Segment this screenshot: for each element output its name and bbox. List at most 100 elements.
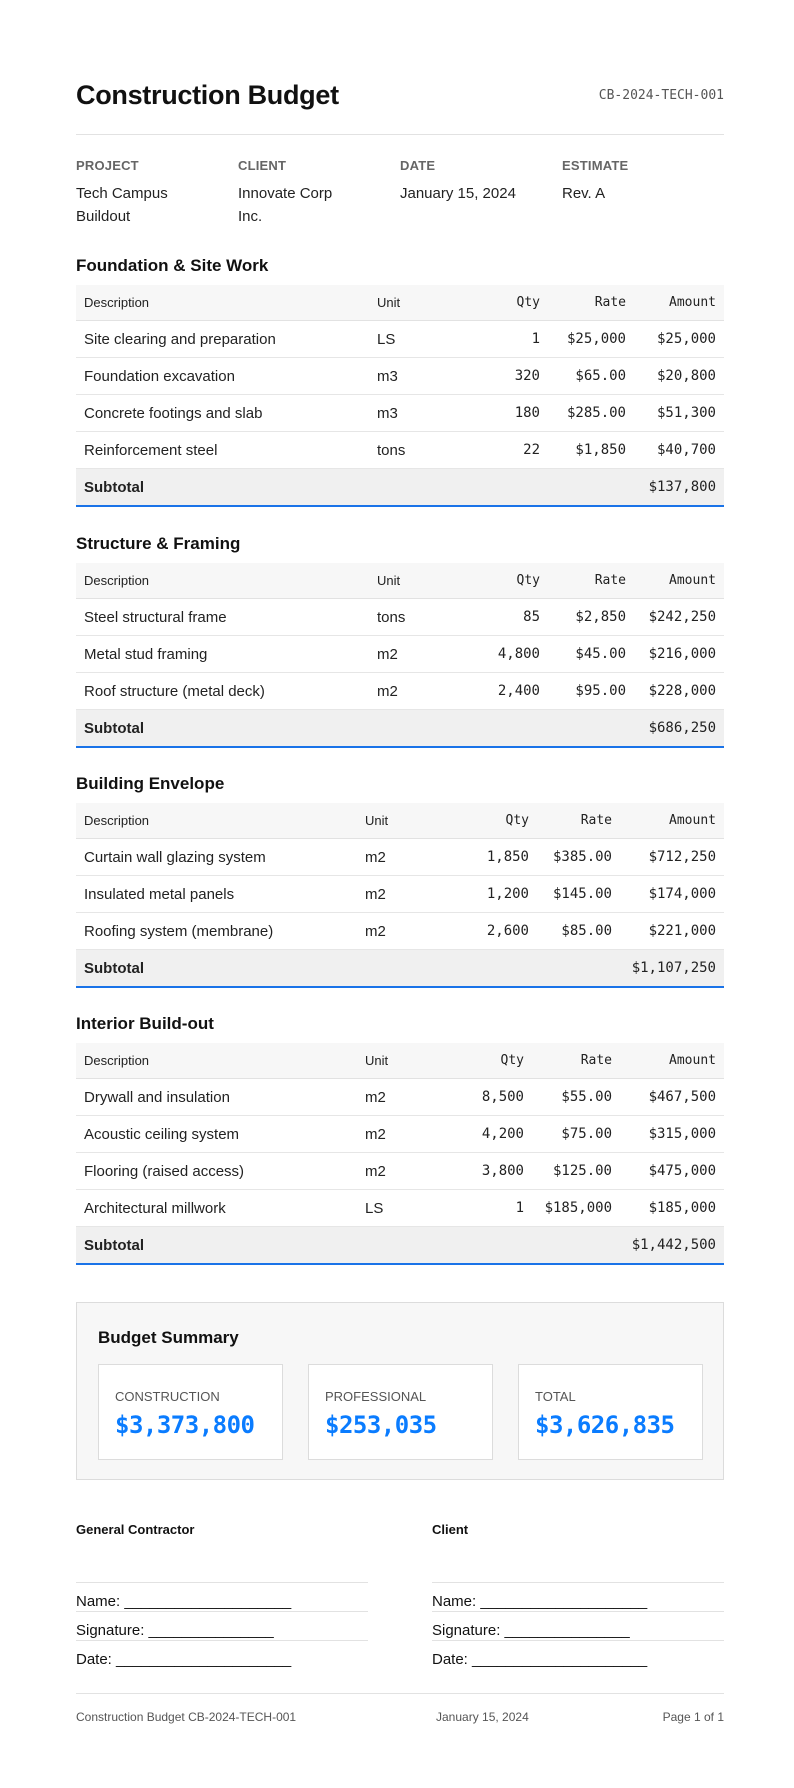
table-cell: Drywall and insulation: [76, 1078, 357, 1116]
column-header: Amount: [620, 803, 724, 839]
table-cell: 320: [460, 357, 548, 395]
table-cell: m2: [357, 912, 440, 950]
table-header: Description Unit Qty Rate Amount: [76, 1043, 724, 1079]
table-cell: 1,850: [440, 838, 537, 876]
table-row: Drywall and insulation m2 8,500 $55.00 $467,…: [76, 1078, 724, 1116]
table-header: Description Unit Qty Rate Amount: [76, 563, 724, 599]
table-row: Acoustic ceiling system m2 4,200 $75.00 $315…: [76, 1115, 724, 1153]
table-cell: m3: [369, 357, 460, 395]
table-cell: $2,850: [548, 598, 634, 636]
card-label: TOTAL: [535, 1389, 576, 1404]
table-cell: $216,000: [634, 635, 724, 673]
table-cell: m2: [357, 875, 440, 913]
signature-title: General Contractor: [76, 1522, 195, 1537]
table-cell: Insulated metal panels: [76, 875, 357, 913]
table-header: Description Unit Qty Rate Amount: [76, 803, 724, 839]
table-cell: $228,000: [634, 672, 724, 710]
table-row: Architectural millwork LS 1 $185,000 $185,00…: [76, 1189, 724, 1227]
table-cell: 1: [440, 1189, 532, 1227]
column-header: Qty: [460, 285, 548, 321]
footer-date: January 15, 2024: [436, 1710, 529, 1724]
budget-section: Structure & Framing Description Unit Qty Rat…: [76, 534, 724, 748]
budget-section: Interior Build-out Description Unit Qty Rate…: [76, 1015, 724, 1265]
table-cell: $185,000: [620, 1189, 724, 1227]
subtotal-value: $137,800: [634, 468, 724, 507]
budget-section: Foundation & Site Work Description Unit Qty…: [76, 256, 724, 507]
table-row: Steel structural frame tons 85 $2,850 $242,2…: [76, 598, 724, 636]
table-cell: Curtain wall glazing system: [76, 838, 357, 876]
table-cell: Roofing system (membrane): [76, 912, 357, 950]
column-header: Rate: [548, 285, 634, 321]
table-cell: 4,200: [440, 1115, 532, 1153]
signature-name-field[interactable]: Name: ____________________: [76, 1582, 368, 1611]
signature-date-field[interactable]: Date: _____________________: [76, 1640, 368, 1669]
meta-value: Rev. A: [562, 185, 606, 202]
signature-date-field[interactable]: Date: _____________________: [432, 1640, 724, 1669]
section-title: Structure & Framing: [76, 534, 241, 553]
signature-client: Client Name: ____________________ Signat…: [432, 1522, 724, 1669]
column-header: Amount: [634, 285, 724, 321]
table-cell: 2,600: [440, 912, 537, 950]
table-cell: $25,000: [634, 320, 724, 358]
table-row: Roof structure (metal deck) m2 2,400 $95.00…: [76, 672, 724, 710]
table-cell: 3,800: [440, 1152, 532, 1190]
table-cell: tons: [369, 598, 460, 636]
card-label: PROFESSIONAL: [325, 1389, 427, 1404]
column-header: Description: [76, 563, 369, 599]
section-title: Building Envelope: [76, 774, 225, 793]
signature-title: Client: [432, 1522, 469, 1537]
table-cell: m2: [357, 1152, 440, 1190]
column-header: Rate: [532, 1043, 620, 1079]
subtotal-label: Subtotal: [76, 949, 620, 988]
budget-section: Building Envelope Description Unit Qty Rate A…: [76, 774, 724, 988]
signature-field[interactable]: Signature: _______________: [432, 1611, 724, 1640]
document-id: CB-2024-TECH-001: [598, 88, 724, 103]
table-cell: Concrete footings and slab: [76, 394, 369, 432]
column-header: Unit: [357, 1043, 440, 1079]
table-cell: $51,300: [634, 394, 724, 432]
summary-card-total: TOTAL $3,626,835: [518, 1364, 703, 1460]
subtotal-value: $1,107,250: [620, 949, 724, 988]
table-cell: $95.00: [548, 672, 634, 710]
table-cell: 180: [460, 394, 548, 432]
signature-field[interactable]: Signature: _______________: [76, 1611, 368, 1640]
table-cell: $145.00: [537, 875, 620, 913]
table-cell: 8,500: [440, 1078, 532, 1116]
card-label: CONSTRUCTION: [115, 1389, 220, 1404]
table-cell: $174,000: [620, 875, 724, 913]
table-header: Description Unit Qty Rate Amount: [76, 285, 724, 321]
summary-title: Budget Summary: [98, 1328, 239, 1347]
meta-value: Innovate Corp Inc.: [238, 185, 333, 225]
table-cell: Flooring (raised access): [76, 1152, 357, 1190]
table-row: Foundation excavation m3 320 $65.00 $20,800: [76, 357, 724, 395]
table-cell: Metal stud framing: [76, 635, 369, 673]
table-cell: $25,000: [548, 320, 634, 358]
column-header: Unit: [369, 563, 460, 599]
table-cell: $242,250: [634, 598, 724, 636]
table-cell: m3: [369, 394, 460, 432]
section-title: Foundation & Site Work: [76, 256, 269, 275]
meta-client: CLIENT Innovate Corp Inc.: [238, 158, 400, 228]
table-cell: $221,000: [620, 912, 724, 950]
table-cell: Acoustic ceiling system: [76, 1115, 357, 1153]
table-cell: m2: [357, 838, 440, 876]
table-cell: $712,250: [620, 838, 724, 876]
line-items-table: Description Unit Qty Rate Amount Steel struct…: [76, 563, 724, 748]
table-cell: 4,800: [460, 635, 548, 673]
project-meta: PROJECT Tech Campus Buildout CLIENT Innova…: [76, 158, 724, 228]
budget-summary: Budget Summary CONSTRUCTION $3,373,800 PR…: [76, 1302, 724, 1480]
table-cell: Architectural millwork: [76, 1189, 357, 1227]
footer-doc: Construction Budget CB-2024-TECH-001: [76, 1710, 297, 1724]
table-cell: $185,000: [532, 1189, 620, 1227]
meta-project: PROJECT Tech Campus Buildout: [76, 158, 238, 228]
table-cell: 1: [460, 320, 548, 358]
table-row: Concrete footings and slab m3 180 $285.00 $5…: [76, 394, 724, 432]
column-header: Unit: [357, 803, 440, 839]
table-cell: LS: [357, 1189, 440, 1227]
table-row: Roofing system (membrane) m2 2,600 $85.00 $2…: [76, 912, 724, 950]
line-items-table: Description Unit Qty Rate Amount Site clearin…: [76, 285, 724, 507]
card-value: $3,626,835: [535, 1411, 675, 1439]
column-header: Amount: [634, 563, 724, 599]
table-cell: Foundation excavation: [76, 357, 369, 395]
signature-name-field[interactable]: Name: ____________________: [432, 1582, 724, 1611]
